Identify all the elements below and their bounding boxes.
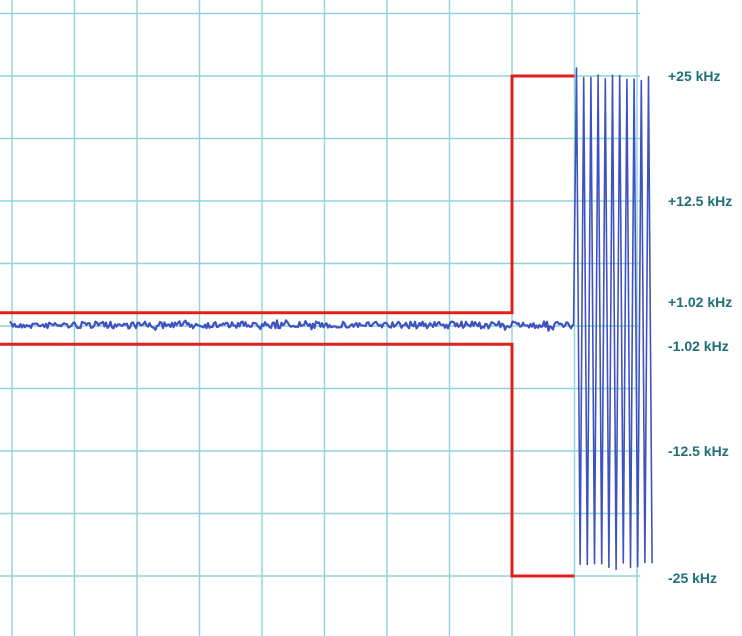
y-tick-label: +1.02 kHz xyxy=(668,294,732,310)
deviation-trace xyxy=(572,67,653,571)
mask-upper-limit xyxy=(0,74,575,315)
y-tick-label: -12.5 kHz xyxy=(668,443,729,459)
settled-trace xyxy=(9,319,575,332)
mask-lower-limit xyxy=(0,342,575,578)
y-tick-label: +25 kHz xyxy=(668,68,721,84)
graticule-grid xyxy=(0,0,640,636)
y-tick-label: -1.02 kHz xyxy=(668,338,729,354)
y-tick-label: -25 kHz xyxy=(668,570,717,586)
y-tick-label: +12.5 kHz xyxy=(668,193,732,209)
frequency-deviation-trace xyxy=(9,67,653,571)
y-tick-labels: +25 kHz +12.5 kHz +1.02 kHz -1.02 kHz -12.5 … xyxy=(668,68,732,586)
mask-limit-lines xyxy=(0,74,575,578)
